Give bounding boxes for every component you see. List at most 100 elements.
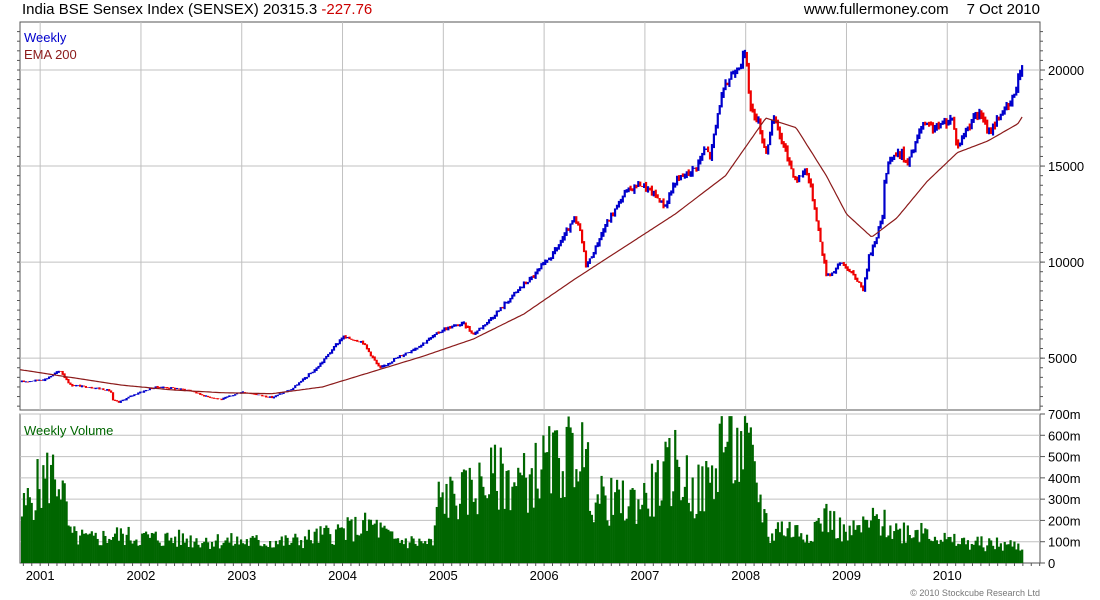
volume-bar bbox=[635, 523, 638, 563]
volume-bar bbox=[253, 537, 256, 563]
volume-bar bbox=[891, 538, 894, 563]
volume-bar bbox=[699, 511, 702, 563]
volume-bar bbox=[239, 539, 243, 563]
volume-bar bbox=[693, 518, 696, 563]
price-tick-label: 20000 bbox=[1048, 63, 1084, 78]
website-label: www.fullermoney.com bbox=[803, 1, 949, 18]
volume-bar bbox=[511, 486, 514, 563]
volume-bar bbox=[133, 540, 136, 563]
volume-bar bbox=[418, 538, 421, 563]
volume-bar bbox=[449, 476, 452, 563]
volume-bar bbox=[707, 467, 710, 563]
volume-bar bbox=[575, 469, 578, 563]
volume-bar bbox=[350, 519, 353, 563]
volume-bar bbox=[340, 527, 343, 563]
volume-bar bbox=[391, 531, 394, 563]
volume-bar bbox=[307, 529, 311, 563]
volume-bar bbox=[751, 444, 754, 563]
volume-bar bbox=[807, 542, 811, 563]
volume-bar bbox=[976, 536, 979, 563]
volume-bar bbox=[488, 494, 491, 563]
volume-bar bbox=[486, 498, 489, 563]
volume-bar bbox=[166, 532, 169, 563]
volume-bar bbox=[877, 518, 880, 563]
volume-bar bbox=[586, 442, 590, 563]
volume-bar bbox=[265, 545, 268, 563]
volume-bar bbox=[583, 467, 586, 563]
volume-bar bbox=[298, 545, 301, 563]
volume-bar bbox=[402, 544, 405, 563]
volume-bar bbox=[544, 452, 547, 563]
volume-bar bbox=[866, 519, 869, 563]
volume-bar bbox=[358, 535, 361, 563]
volume-bar bbox=[55, 496, 59, 563]
volume-bar bbox=[910, 538, 913, 563]
legend-ema-200: EMA 200 bbox=[24, 47, 77, 62]
volume-bar bbox=[846, 540, 849, 563]
volume-bar bbox=[499, 447, 502, 563]
volume-bar bbox=[788, 521, 791, 563]
volume-bar bbox=[296, 537, 299, 563]
volume-bar bbox=[69, 526, 72, 563]
volume-bar bbox=[460, 472, 464, 563]
volume-bar bbox=[201, 543, 204, 563]
volume-bar bbox=[705, 461, 708, 563]
volume-bar bbox=[767, 536, 770, 563]
volume-bar bbox=[424, 541, 427, 563]
volume-bar bbox=[303, 536, 307, 563]
volume-bar bbox=[786, 528, 789, 563]
volume-bar bbox=[478, 462, 481, 563]
volume-bar bbox=[703, 511, 706, 563]
volume-bar bbox=[67, 525, 70, 563]
volume-bar bbox=[809, 540, 813, 563]
volume-bar bbox=[453, 493, 456, 563]
volume-bar bbox=[747, 432, 750, 563]
volume-bar bbox=[757, 502, 760, 563]
volume-bar bbox=[749, 427, 752, 563]
volume-bar bbox=[447, 517, 450, 563]
volume-bar bbox=[197, 544, 200, 563]
volume-bar bbox=[1017, 543, 1020, 563]
volume-bar bbox=[282, 545, 285, 563]
volume-bar bbox=[654, 472, 657, 563]
volume-bar bbox=[844, 531, 847, 563]
volume-bar bbox=[112, 536, 115, 563]
volume-bar bbox=[466, 514, 469, 563]
volume-bar bbox=[28, 497, 31, 563]
volume-bar bbox=[259, 545, 262, 563]
volume-bar bbox=[162, 545, 165, 563]
volume-bar bbox=[288, 544, 291, 563]
year-tick-label: 2008 bbox=[731, 568, 760, 583]
volume-bar bbox=[980, 536, 983, 563]
volume-bar bbox=[685, 455, 688, 563]
volume-bar bbox=[563, 497, 566, 563]
volume-bar bbox=[953, 533, 956, 563]
volume-bar bbox=[577, 481, 580, 563]
volume-bar bbox=[691, 477, 694, 563]
volume-bar bbox=[639, 509, 642, 563]
volume-bar bbox=[348, 520, 351, 563]
volume-bar bbox=[148, 537, 152, 563]
volume-bar bbox=[924, 528, 927, 563]
price-change: -227.76 bbox=[321, 1, 373, 18]
volume-bar bbox=[838, 517, 842, 563]
volume-bar bbox=[718, 423, 721, 563]
volume-bar bbox=[172, 543, 175, 563]
volume-bar bbox=[804, 542, 807, 563]
volume-bar bbox=[501, 463, 504, 563]
volume-bar bbox=[800, 533, 803, 563]
volume-bar bbox=[46, 452, 49, 563]
volume-bar bbox=[160, 545, 163, 563]
volume-bar bbox=[835, 538, 838, 563]
volume-bar bbox=[666, 447, 669, 563]
volume-bar bbox=[311, 543, 314, 563]
ema-200-line bbox=[19, 116, 1023, 395]
volume-bar bbox=[177, 529, 181, 563]
volume-bar bbox=[670, 506, 673, 563]
volume-bar bbox=[435, 506, 438, 563]
volume-bar bbox=[44, 478, 47, 563]
volume-bar bbox=[301, 548, 305, 563]
volume-bar bbox=[445, 483, 448, 563]
volume-bar bbox=[676, 459, 679, 563]
volume-bar bbox=[187, 546, 190, 563]
